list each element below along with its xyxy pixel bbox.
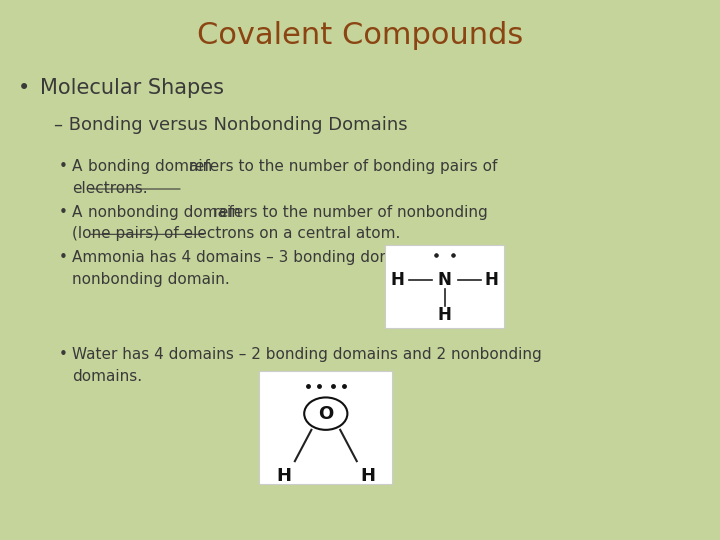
Text: Water has 4 domains – 2 bonding domains and 2 nonbonding: Water has 4 domains – 2 bonding domains … [72, 347, 541, 362]
Text: Ammonia has 4 domains – 3 bonding domains and 1: Ammonia has 4 domains – 3 bonding domain… [72, 250, 474, 265]
Text: electrons.: electrons. [72, 181, 148, 196]
Text: A: A [72, 205, 87, 220]
Text: •: • [59, 250, 68, 265]
Text: – Bonding versus Nonbonding Domains: – Bonding versus Nonbonding Domains [54, 116, 408, 134]
Text: •: • [59, 159, 68, 174]
Text: •: • [59, 205, 68, 220]
Text: H: H [360, 467, 375, 485]
Text: H: H [391, 271, 405, 289]
Text: nonbonding domain: nonbonding domain [88, 205, 240, 220]
Text: domains.: domains. [72, 369, 142, 383]
Text: Covalent Compounds: Covalent Compounds [197, 21, 523, 50]
Text: nonbonding domain.: nonbonding domain. [72, 272, 230, 287]
Text: refers to the number of nonbonding: refers to the number of nonbonding [208, 205, 488, 220]
Text: O: O [318, 404, 333, 423]
Text: N: N [438, 271, 451, 289]
Text: H: H [438, 306, 451, 324]
Text: (lone pairs) of electrons on a central atom.: (lone pairs) of electrons on a central a… [72, 226, 400, 241]
Text: H: H [485, 271, 498, 289]
Text: •: • [18, 78, 30, 98]
Text: •: • [59, 347, 68, 362]
Text: H: H [276, 467, 292, 485]
Text: refers to the number of bonding pairs of: refers to the number of bonding pairs of [184, 159, 498, 174]
Bar [259, 370, 392, 484]
Text: bonding domain: bonding domain [88, 159, 212, 174]
Text: A: A [72, 159, 87, 174]
Text: Molecular Shapes: Molecular Shapes [40, 78, 224, 98]
Bar [385, 245, 504, 328]
